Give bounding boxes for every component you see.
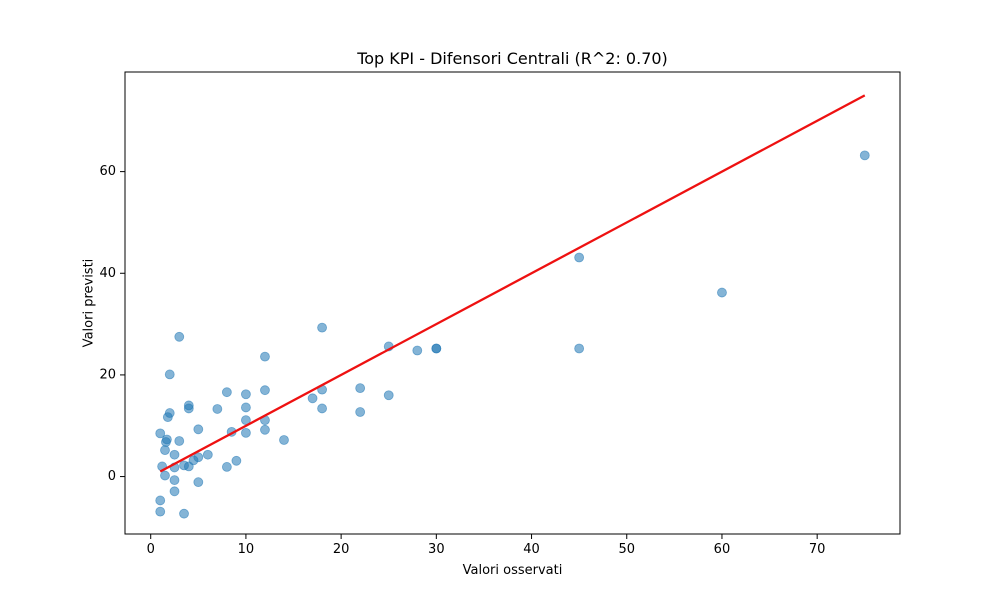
scatter-point [169,475,180,486]
scatter-point [160,470,170,481]
scatter-point [717,287,727,298]
scatter-point [260,424,270,435]
scatter-point [193,424,204,435]
scatter-point [355,407,366,417]
x-tick-label: 20 [333,542,350,557]
scatter-point [160,445,170,456]
scatter-point [574,252,585,263]
scatter-point [174,436,185,446]
scatter-point [183,403,194,414]
x-tick-label: 40 [523,542,540,557]
scatter-point [161,434,172,445]
scatter-point [431,343,442,354]
x-tick-label: 10 [238,542,255,557]
scatter-point [241,402,251,413]
scatter-point [260,351,270,362]
scatter-points [155,150,870,519]
fit-line [159,94,866,473]
scatter-point [241,389,251,400]
y-tick-label: 0 [108,469,116,484]
scatter-point [221,387,232,398]
y-tick-label: 20 [99,367,116,382]
y-axis-ticks: 0 20 40 60 [99,164,125,484]
scatter-point [859,150,870,161]
x-tick-label: 0 [147,542,155,557]
scatter-point [412,345,423,356]
scatter-point [212,404,223,414]
scatter-point [231,455,242,466]
x-tick-label: 60 [714,542,731,557]
scatter-point [307,393,318,404]
scatter-point [260,385,270,396]
scatter-point [164,408,175,418]
scatter-point [193,477,204,488]
scatter-point [355,383,366,394]
y-tick-label: 60 [99,164,116,179]
x-tick-label: 70 [809,542,826,557]
scatter-point [179,508,189,519]
scatter-point [279,435,289,445]
scatter-point [155,428,166,439]
chart-title: Top KPI - Difensori Centrali (R^2: 0.70) [356,49,668,68]
scatter-point [202,449,213,460]
scatter-point [164,369,175,380]
scatter-point [193,452,204,463]
scatter-point [155,506,166,517]
plot-frame [124,71,901,535]
scatter-point [317,322,327,333]
scatter-point [574,343,585,354]
scatter-point [317,403,327,414]
scatter-point [155,495,166,506]
y-tick-label: 40 [99,266,116,281]
x-axis-label: Valori osservati [463,563,563,578]
x-tick-label: 50 [618,542,635,557]
scatter-point [383,390,394,401]
scatter-point [174,331,185,342]
y-axis-label: Valori previsti [82,259,97,348]
x-tick-label: 30 [428,542,445,557]
scatter-point [169,486,180,497]
scatter-point [221,462,232,472]
x-axis-ticks: 0 10 20 30 40 50 60 70 [147,534,826,557]
scatter-point [169,449,180,460]
scatter-point [241,427,251,438]
